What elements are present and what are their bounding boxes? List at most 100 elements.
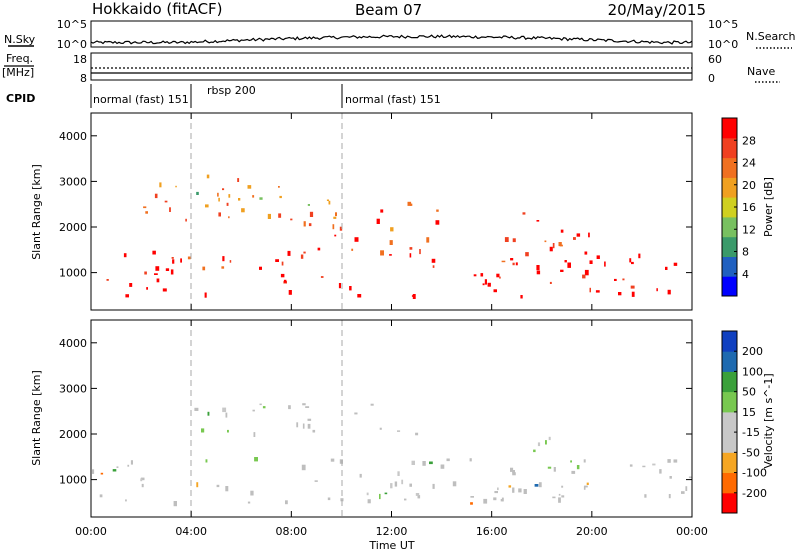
power-cell	[410, 203, 413, 206]
power-cell	[338, 283, 341, 289]
power-cell	[279, 195, 282, 199]
velocity-cell	[669, 476, 672, 479]
power-cell	[165, 268, 170, 271]
power-cell	[604, 261, 606, 267]
power-cell	[226, 202, 229, 206]
velocity-cell	[100, 472, 104, 475]
nave-tick-top: 60	[708, 53, 722, 66]
power-cell	[172, 259, 175, 264]
y-tick-label: 2000	[59, 428, 87, 441]
velocity-cell	[302, 423, 305, 429]
power-cell	[409, 247, 413, 250]
power-cell	[267, 213, 271, 219]
velocity-cell	[586, 482, 589, 485]
nave-tick-bottom: 0	[708, 72, 715, 85]
velocity-cell	[432, 483, 435, 489]
power-cell	[435, 220, 440, 225]
power-cell	[618, 292, 622, 296]
power-cell	[187, 256, 191, 260]
velocity-cell	[642, 465, 646, 468]
velocity-colorbar-frame	[721, 330, 738, 514]
power-cell	[278, 213, 282, 218]
velocity-cell	[494, 491, 498, 494]
velocity-cell	[262, 406, 266, 409]
power-cell	[588, 232, 590, 238]
velocity-cell	[312, 429, 316, 433]
velocity-cell	[384, 492, 388, 495]
velocity-cell	[452, 481, 457, 487]
power-cell	[328, 200, 331, 205]
velocity-cell	[429, 461, 433, 465]
power-cell	[496, 273, 500, 278]
velocity-cell	[330, 458, 335, 462]
velocity-cell	[254, 457, 258, 462]
velocity-cell	[440, 464, 445, 469]
colorbar-tick-label: -15	[742, 426, 760, 439]
power-cell	[432, 265, 435, 268]
power-cell	[487, 282, 491, 287]
velocity-cell	[470, 496, 474, 498]
colorbar-swatch	[722, 331, 737, 352]
power-cell	[125, 294, 129, 298]
velocity-cell	[510, 467, 514, 472]
velocity-cell	[659, 469, 662, 474]
power-cell	[596, 255, 600, 259]
power-cell	[552, 243, 555, 249]
power-cell	[317, 247, 321, 251]
power-cell	[349, 286, 352, 291]
velocity-cell	[576, 465, 580, 470]
power-cell	[589, 260, 593, 264]
power-cell	[307, 204, 310, 206]
colorbar-tick-label: 100	[742, 365, 763, 378]
power-colorbar: 28 24 20 16 12 8 4	[722, 118, 756, 297]
velocity-colorbar: 200 100 50 15 -15 -50 -100 -200	[722, 331, 767, 514]
velocity-cell	[194, 407, 199, 411]
colorbar-swatch	[722, 411, 737, 433]
velocity-cell	[673, 459, 678, 463]
velocity-cell	[302, 403, 306, 406]
velocity-cell	[140, 477, 145, 481]
power-cell	[631, 261, 634, 265]
power-cell	[144, 271, 147, 275]
power-cell	[170, 269, 174, 275]
freq-tick-bottom: 8	[80, 72, 87, 85]
power-cell	[206, 174, 210, 179]
colorbar-tick-label: 8	[742, 246, 749, 259]
power-cell	[525, 252, 529, 257]
power-cell	[584, 251, 588, 255]
power-cell	[673, 262, 678, 266]
power-cell	[549, 246, 553, 252]
power-cell	[202, 266, 206, 271]
colorbar-tick-label: 15	[742, 406, 756, 419]
power-cell	[576, 233, 581, 237]
station-title: Hokkaido (fitACF)	[92, 0, 223, 18]
power-heatmap	[106, 174, 678, 299]
power-cell	[389, 254, 392, 256]
y-tick-label: 3000	[59, 382, 87, 395]
velocity-ylabel: Slant Range [km]	[30, 370, 43, 466]
time-axis-label: Time UT	[368, 539, 414, 552]
velocity-cell	[201, 428, 205, 433]
power-cell	[275, 259, 279, 262]
power-cell	[333, 216, 337, 219]
velocity-cell	[561, 495, 565, 498]
x-tick-label: 00:00	[676, 525, 708, 538]
x-tick-label: 16:00	[476, 525, 508, 538]
velocity-cell	[252, 409, 255, 412]
velocity-cell	[207, 411, 210, 416]
velocity-cell	[366, 492, 369, 496]
velocity-cell	[583, 486, 586, 490]
colorbar-tick-label: 16	[742, 201, 756, 214]
colorbar-tick-label: -100	[742, 467, 767, 480]
colorbar-swatch	[722, 371, 737, 393]
y-tick-label: 2000	[59, 221, 87, 234]
velocity-cell	[523, 489, 527, 494]
nsearch-label: N.Search	[746, 30, 796, 43]
velocity-cell	[652, 463, 656, 466]
velocity-cell	[397, 430, 401, 432]
velocity-colorbar-label: Velocity [m s^-1]	[762, 373, 775, 468]
velocity-cell	[469, 458, 472, 462]
velocity-cell	[534, 484, 539, 487]
power-cell	[411, 295, 416, 297]
colorbar-tick-label: -200	[742, 487, 767, 500]
